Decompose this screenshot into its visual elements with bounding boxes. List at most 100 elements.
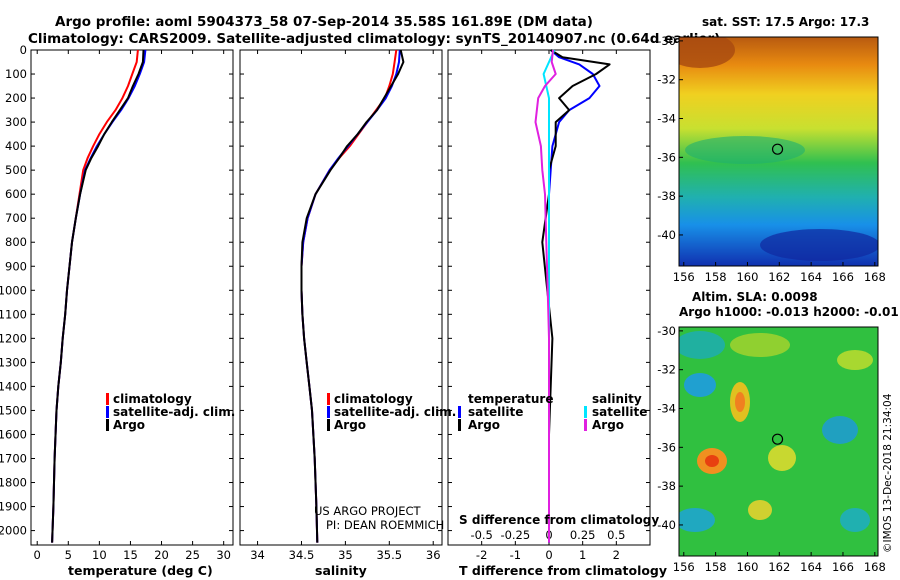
legend-label-satellite: satellite-adj. clim. [334,405,456,419]
sla-map [679,327,878,556]
map-y-tick-label: -32 [657,363,676,377]
legend-label-argo: Argo [113,418,145,432]
depth-tick-label: 2000 [0,524,27,538]
depth-tick-label: 900 [5,259,27,273]
legend-swatch-climatology [327,393,330,405]
depth-tick-label: 1600 [0,427,27,441]
depth-tick-label: 700 [5,211,27,225]
x-tick-label: 10 [92,548,107,562]
x-tick-label: 34 [250,548,265,562]
legend-swatch-s-satellite [584,406,587,418]
depth-tick-label: 0 [20,43,27,57]
legend-label-satellite: satellite-adj. clim. [113,405,235,419]
map-y-tick-label: -36 [657,440,676,454]
project-label: US ARGO PROJECT [314,504,422,518]
map-x-tick-label: 156 [673,270,695,284]
sla-patch [679,508,715,532]
sla-patch [748,500,772,520]
map-x-tick-label: 160 [736,270,758,284]
salinity-panel [239,49,443,546]
sst-map [679,37,878,266]
x-tick-label: 0 [34,548,41,562]
x-tick-label: 15 [123,548,138,562]
legend-swatch-satellite [327,406,330,418]
sla-patch [768,445,796,471]
depth-tick-label: 1200 [0,331,27,345]
map-x-tick-label: 164 [800,560,822,574]
salinity-axis-label: salinity [315,563,367,578]
depth-tick-label: 300 [5,115,27,129]
sla-patch [837,350,873,370]
sla-patch [679,331,725,359]
map-y-tick-label: -34 [657,112,676,126]
x-tick-label: 35.5 [376,548,402,562]
depth-tick-label: 1500 [0,403,27,417]
x-tick-label: 5 [65,548,72,562]
x-tick-label: 0 [545,548,552,562]
depth-tick-label: 400 [5,139,27,153]
sla-map-subtitle: Argo h1000: -0.013 h2000: -0.011 [679,305,900,319]
sla-patch [822,416,858,444]
series-line-argo [541,49,611,543]
map-x-tick-label: 156 [673,560,695,574]
legend-swatch-argo [327,419,330,431]
map-x-tick-label: 166 [832,270,854,284]
map-y-tick-label: -38 [657,479,676,493]
salinity-plot: 34 34.5 35 35.5 36 [240,49,442,562]
map-x-tick-label: 164 [800,270,822,284]
x-tick-label: 36 [426,548,441,562]
top-tick-label: -0.25 [500,528,530,542]
legend-label-climatology: climatology [334,392,413,406]
sla-patch [730,333,790,357]
pi-label: PI: DEAN ROEMMICH [326,518,444,532]
depth-tick-label: 1800 [0,476,27,490]
sst-map-title: sat. SST: 17.5 Argo: 17.3 [702,15,869,29]
legend-swatch-satellite [106,406,109,418]
depth-tick-label: 600 [5,187,27,201]
header-line-1: Argo profile: aoml 5904373_58 07-Sep-201… [55,14,593,30]
salinity-legend: climatology satellite-adj. clim. Argo [327,392,456,432]
difference-plot: -2 -1 0 1 2-0.5 -0.25 0 0.25 0.5 [448,49,650,562]
map-y-tick-label: -30 [657,324,676,338]
top-tick-label: 0.25 [570,528,596,542]
x-tick-label: 2 [613,548,620,562]
depth-tick-label: 1300 [0,355,27,369]
depth-axis: 0 100 200 300 400 500 600 700 800 900 1000 1100 1200… [0,43,27,538]
legend-label-t-satellite: satellite [468,405,523,419]
map-y-tick-label: -38 [657,189,676,203]
legend-label-argo: Argo [334,418,366,432]
sst-map-axes: 156 158 160 162 164 166 168 -30 -32 -34 -36 -38 -40 [657,34,886,284]
x-tick-label: 34.5 [289,548,315,562]
map-y-tick-label: -36 [657,150,676,164]
temperature-axis-label: temperature (deg C) [68,563,213,578]
sla-patch [840,508,870,532]
difference-legend: temperature satellite Argo salinity sate… [458,392,647,432]
depth-tick-label: 800 [5,235,27,249]
sst-map-frame [678,36,879,267]
argo-location-marker [771,143,784,155]
legend-swatch-t-argo [458,419,461,431]
sla-map-axes: 156 158 160 162 164 166 168 -30 -32 -34 -36 -38 -40 [657,324,886,574]
map-y-tick-label: -34 [657,402,676,416]
x-tick-label: 1 [579,548,586,562]
legend-title-temperature: temperature [468,392,553,406]
map-x-tick-label: 162 [768,270,790,284]
legend-swatch-t-satellite [458,406,461,418]
x-tick-label: 35 [338,548,353,562]
legend-label-climatology: climatology [113,392,192,406]
depth-tick-label: 1100 [0,307,27,321]
legend-label-t-argo: Argo [468,418,500,432]
series-line-argo [534,49,557,543]
x-tick-label: 25 [185,548,200,562]
depth-tick-label: 500 [5,163,27,177]
depth-tick-label: 200 [5,91,27,105]
depth-tick-label: 1700 [0,451,27,465]
legend-swatch-climatology [106,393,109,405]
legend-title-salinity: salinity [592,392,642,406]
map-x-tick-label: 158 [705,560,727,574]
sst-front [685,136,805,164]
series-line-argo [51,49,145,543]
map-y-tick-label: -40 [657,228,676,242]
x-tick-label: -2 [476,548,487,562]
